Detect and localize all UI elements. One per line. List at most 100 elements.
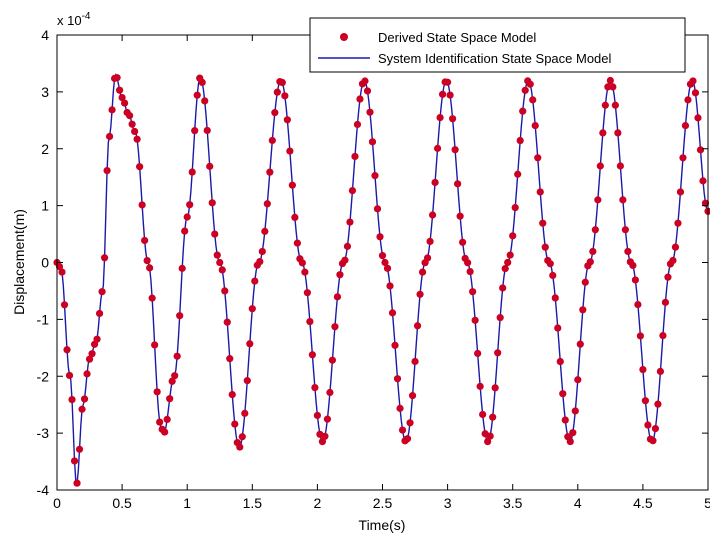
data-point-derived: [226, 355, 234, 363]
data-point-derived: [376, 233, 384, 241]
data-point-derived: [366, 108, 374, 116]
y-tick-label: 4: [41, 27, 49, 43]
y-multiplier-label: x 10-4: [57, 11, 91, 28]
data-point-derived: [116, 86, 124, 94]
data-point-derived: [311, 384, 319, 392]
data-point-derived: [228, 390, 236, 399]
data-point-derived: [551, 294, 559, 302]
data-point-derived: [576, 340, 584, 348]
data-point-derived: [624, 247, 632, 256]
data-point-derived: [696, 146, 705, 154]
data-point-derived: [661, 298, 670, 306]
data-point-derived: [128, 120, 136, 128]
data-point-derived: [378, 251, 387, 260]
y-tick-label: 2: [41, 141, 49, 157]
data-point-derived: [499, 284, 507, 292]
data-point-derived: [674, 219, 682, 227]
data-point-derived: [451, 146, 459, 154]
data-point-derived: [353, 120, 362, 129]
data-point-derived: [676, 188, 685, 196]
data-point-derived: [486, 432, 494, 440]
data-point-derived: [639, 365, 647, 374]
data-point-derived: [446, 91, 454, 99]
y-axis-label: Displacement(m): [11, 209, 27, 315]
data-point-derived: [516, 136, 524, 145]
x-tick-label: 3.5: [503, 495, 523, 511]
data-point-derived: [55, 262, 64, 271]
data-point-derived: [631, 276, 639, 284]
data-point-derived: [271, 109, 279, 117]
data-point-derived: [256, 257, 264, 266]
data-point-derived: [105, 132, 114, 141]
data-point-derived: [594, 196, 602, 204]
data-point-derived: [691, 89, 700, 97]
data-point-derived: [694, 114, 702, 122]
data-point-derived: [659, 331, 667, 340]
data-point-derived: [75, 445, 84, 453]
x-tick-label: 3: [444, 495, 452, 511]
data-point-derived: [268, 136, 276, 145]
data-point-derived: [306, 317, 314, 326]
y-tick-label: 3: [41, 84, 49, 100]
data-point-derived: [361, 77, 369, 85]
data-point-derived: [178, 264, 186, 272]
data-point-derived: [428, 211, 437, 219]
data-point-derived: [118, 93, 126, 102]
data-point-derived: [529, 96, 537, 104]
data-point-derived: [70, 457, 79, 465]
data-point-derived: [323, 415, 332, 423]
data-point-derived: [258, 247, 266, 256]
legend: Derived State Space Model System Identif…: [309, 17, 686, 73]
data-point-derived: [156, 418, 164, 426]
data-layer: [53, 73, 710, 487]
data-point-derived: [479, 410, 487, 419]
data-point-derived: [371, 172, 379, 180]
data-point-derived: [203, 126, 211, 135]
data-point-derived: [511, 203, 519, 212]
data-point-derived: [238, 433, 246, 441]
data-point-derived: [469, 288, 477, 296]
data-point-derived: [186, 201, 194, 209]
data-point-derived: [368, 138, 377, 146]
data-point-derived: [231, 420, 239, 428]
y-tick-label: 0: [41, 255, 49, 271]
data-point-derived: [556, 357, 564, 366]
data-point-derived: [669, 256, 677, 265]
x-tick-label: 4.5: [633, 495, 653, 511]
data-point-derived: [181, 227, 189, 235]
data-point-derived: [656, 367, 665, 376]
data-point-derived: [341, 256, 349, 264]
data-point-derived: [146, 264, 154, 272]
data-point-derived: [383, 264, 392, 272]
data-point-derived: [654, 400, 662, 408]
data-point-derived: [171, 372, 179, 380]
data-point-derived: [283, 116, 291, 124]
data-point-derived: [221, 287, 229, 295]
data-point-derived: [328, 356, 337, 364]
data-point-derived: [423, 254, 432, 262]
data-point-derived: [333, 293, 342, 301]
data-point-derived: [411, 357, 419, 366]
data-point-derived: [148, 294, 156, 302]
data-point-derived: [431, 178, 439, 187]
data-point-derived: [426, 237, 434, 246]
data-point-derived: [579, 306, 587, 314]
data-point-derived: [208, 199, 216, 207]
data-point-derived: [591, 226, 599, 234]
data-point-derived: [266, 168, 274, 176]
data-point-derived: [273, 88, 281, 96]
data-point-derived: [606, 76, 614, 85]
data-point-derived: [464, 259, 472, 267]
data-point-derived: [526, 80, 534, 88]
x-axis-label: Time(s): [359, 517, 406, 533]
data-point-derived: [388, 309, 397, 317]
data-point-derived: [331, 323, 339, 331]
data-point-derived: [664, 273, 672, 281]
data-point-derived: [163, 415, 171, 423]
legend-box: [309, 17, 686, 73]
data-point-derived: [138, 201, 146, 209]
data-point-derived: [236, 443, 244, 451]
data-point-derived: [393, 375, 402, 383]
data-point-derived: [336, 271, 344, 279]
data-point-derived: [418, 268, 427, 276]
